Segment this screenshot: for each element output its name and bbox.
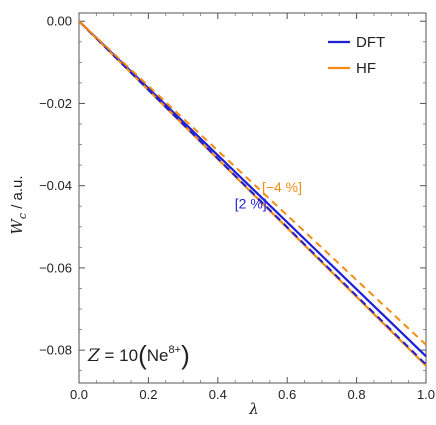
x-tick-label: 1.0: [417, 387, 435, 402]
system-label-charge: 8+: [169, 344, 182, 356]
reference-dashed-line: [78, 20, 427, 366]
system-label-close-paren: ): [181, 340, 190, 370]
x-tick-label: 0.8: [348, 387, 366, 402]
x-tick-label: 0.6: [278, 387, 296, 402]
legend: DFT HF: [328, 34, 385, 77]
x-axis-ticks: 0.0 0.2 0.4 0.6 0.8 1.0: [70, 13, 435, 402]
deviation-annotation: [−4 %]: [262, 179, 302, 195]
y-tick-label: −0.04: [39, 178, 72, 193]
annotations-layer: [−4 %][2 %]: [235, 179, 302, 211]
legend-label-dft: DFT: [356, 34, 385, 51]
y-axis-title: Wc / a.u.: [8, 175, 29, 234]
system-label-equals: = 10: [100, 346, 138, 365]
legend-label-hf: HF: [356, 60, 376, 77]
x-tick-label: 0.4: [209, 387, 227, 402]
x-tick-label: 0.0: [70, 387, 88, 402]
y-axis-title-main: W: [8, 218, 26, 235]
y-axis-title-sub: c: [16, 213, 29, 219]
deviation-annotation: [2 %]: [235, 195, 267, 211]
system-label-z: Z: [87, 346, 101, 366]
x-tick-label: 0.2: [139, 387, 157, 402]
y-tick-label: −0.02: [39, 96, 72, 111]
system-label-text: Z = 10(Ne8+): [87, 340, 190, 370]
dft-solid-line: [78, 20, 427, 358]
system-label: Z = 10(Ne8+): [87, 340, 190, 370]
y-axis-title-unit: / a.u.: [9, 175, 26, 213]
system-label-element: Ne: [147, 346, 169, 365]
y-tick-label: 0.00: [47, 14, 72, 29]
system-label-open-paren: (: [138, 340, 147, 370]
y-tick-label: −0.06: [39, 260, 72, 275]
x-axis-title: λ: [248, 400, 259, 418]
y-axis-ticks: 0.00 −0.02 −0.04 −0.06 −0.08: [39, 14, 426, 372]
y-tick-label: −0.08: [39, 343, 72, 358]
series-layer: [78, 20, 427, 367]
